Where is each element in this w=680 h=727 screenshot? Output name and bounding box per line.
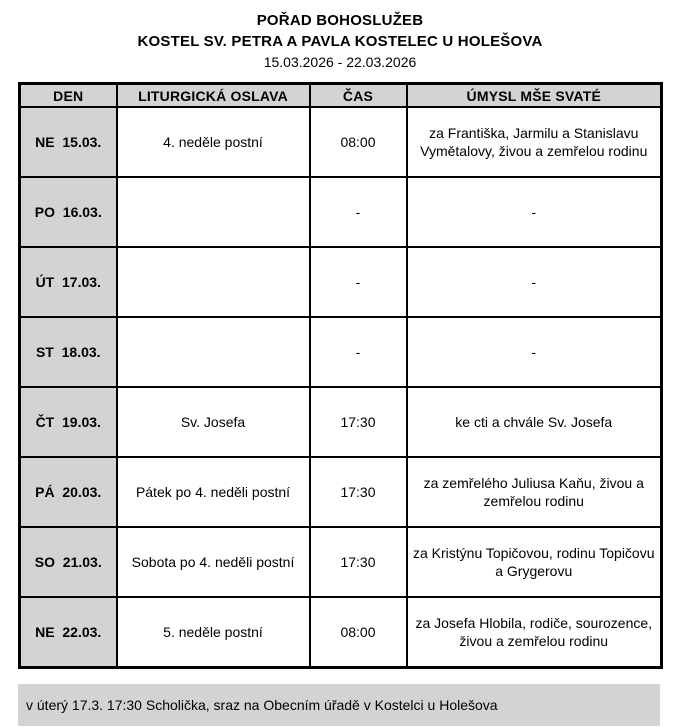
celebration-cell: 5. neděle postní [115, 596, 311, 669]
page-subtitle: KOSTEL SV. PETRA A PAVLA KOSTELEC U HOLE… [137, 33, 543, 50]
intention-cell: za Františka, Jarmilu a Stanislavu Vymět… [405, 106, 663, 178]
table-row: NE 22.03. 5. neděle postní 08:00 za Jose… [18, 596, 663, 669]
celebration-cell: Sobota po 4. neděli postní [115, 526, 311, 598]
column-header-day: DEN [18, 82, 118, 108]
column-header-time: ČAS [308, 82, 408, 108]
table-row: PÁ 20.03. Pátek po 4. neděli postní 17:3… [18, 456, 663, 528]
column-header-intention: ÚMYSL MŠE SVATÉ [405, 82, 663, 108]
day-cell: NE 22.03. [18, 596, 118, 669]
celebration-cell: 4. neděle postní [115, 106, 311, 178]
day-cell: PÁ 20.03. [18, 456, 118, 528]
time-cell: 08:00 [308, 106, 408, 178]
day-cell: ČT 19.03. [18, 386, 118, 458]
day-cell: PO 16.03. [18, 176, 118, 248]
day-cell: ÚT 17.03. [18, 246, 118, 318]
time-cell: - [308, 316, 408, 388]
time-cell: 08:00 [308, 596, 408, 669]
table-row: SO 21.03. Sobota po 4. neděli postní 17:… [18, 526, 663, 598]
table-row: NE 15.03. 4. neděle postní 08:00 za Fran… [18, 106, 663, 178]
time-cell: 17:30 [308, 526, 408, 598]
date-range: 15.03.2026 - 22.03.2026 [263, 54, 417, 70]
day-cell: ST 18.03. [18, 316, 118, 388]
table-row: ST 18.03. - - [18, 316, 663, 388]
intention-cell: - [405, 176, 663, 248]
celebration-cell [115, 176, 311, 248]
table-header-row: DEN LITURGICKÁ OSLAVA ČAS ÚMYSL MŠE SVAT… [18, 82, 663, 108]
day-cell: NE 15.03. [18, 106, 118, 178]
intention-cell: - [405, 316, 663, 388]
celebration-cell [115, 246, 311, 318]
column-header-celebration: LITURGICKÁ OSLAVA [115, 82, 311, 108]
celebration-cell: Pátek po 4. neděli postní [115, 456, 311, 528]
time-cell: - [308, 246, 408, 318]
time-cell: 17:30 [308, 456, 408, 528]
schedule-body: NE 15.03. 4. neděle postní 08:00 za Fran… [18, 106, 663, 669]
footer-note-bar: v úterý 17.3. 17:30 Scholička, sraz na O… [18, 684, 660, 726]
table-row: ÚT 17.03. - - [18, 246, 663, 318]
footer-note-text: v úterý 17.3. 17:30 Scholička, sraz na O… [26, 697, 498, 713]
table-row: PO 16.03. - - [18, 176, 663, 248]
day-cell: SO 21.03. [18, 526, 118, 598]
intention-cell: za Josefa Hlobila, rodiče, sourozence, ž… [405, 596, 663, 669]
page-title: POŘAD BOHOSLUŽEB [256, 12, 424, 29]
header-block: POŘAD BOHOSLUŽEB KOSTEL SV. PETRA A PAVL… [0, 0, 680, 73]
intention-cell: za Kristýnu Topičovou, rodinu Topičovu a… [405, 526, 663, 598]
celebration-cell [115, 316, 311, 388]
time-cell: 17:30 [308, 386, 408, 458]
intention-cell: ke cti a chvále Sv. Josefa [405, 386, 663, 458]
schedule-table: DEN LITURGICKÁ OSLAVA ČAS ÚMYSL MŠE SVAT… [18, 82, 663, 669]
intention-cell: - [405, 246, 663, 318]
time-cell: - [308, 176, 408, 248]
table-row: ČT 19.03. Sv. Josefa 17:30 ke cti a chvá… [18, 386, 663, 458]
intention-cell: za zemřelého Juliusa Kaňu, živou a zemře… [405, 456, 663, 528]
celebration-cell: Sv. Josefa [115, 386, 311, 458]
